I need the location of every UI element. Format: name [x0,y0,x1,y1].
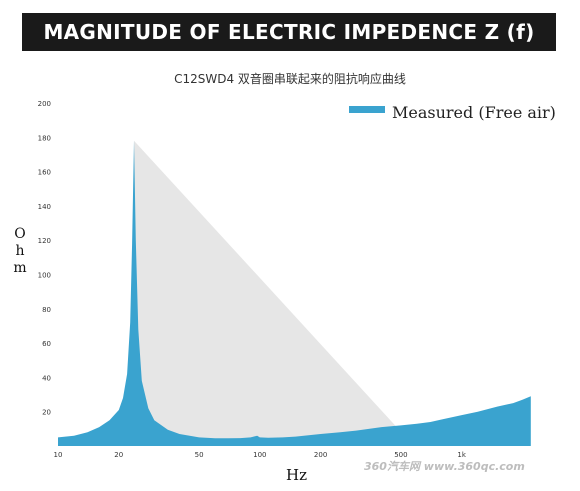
y-tick-label: 60 [42,340,51,348]
x-tick-label: 200 [314,451,327,459]
x-tick-label: 1k [457,451,466,459]
x-tick-label: 50 [195,451,204,459]
chart-title: C12SWD4 双音圈串联起来的阻抗响应曲线 [174,72,406,86]
y-axis-label: Ohm [13,226,27,276]
x-tick-label: 500 [394,451,407,459]
x-tick-label: 20 [114,451,123,459]
y-tick-label: 80 [42,306,51,314]
y-tick-label: 140 [38,203,51,211]
legend-swatch [349,106,385,113]
y-tick-label: 20 [42,409,51,417]
watermark: 360汽车网 www.360qc.com [364,460,525,473]
x-tick-label: 100 [253,451,266,459]
x-tick-label: 10 [54,451,63,459]
y-tick-label: 100 [38,272,51,280]
series-area-measured [58,140,531,446]
page-title: MAGNITUDE OF ELECTRIC IMPEDENCE Z (f) [22,13,556,51]
legend-label: Measured (Free air) [392,103,556,122]
y-tick-label: 40 [42,374,51,382]
y-tick-label: 160 [38,169,51,177]
x-axis: 10 20 50 100 200 500 1k [54,451,467,459]
y-tick-label: 180 [38,134,51,142]
x-axis-label: Hz [286,466,307,484]
y-axis: 20 40 60 80 100 120 140 160 180 200 [38,100,51,417]
y-tick-label: 200 [38,100,51,108]
decorative-shadow [134,140,415,447]
y-tick-label: 120 [38,237,51,245]
